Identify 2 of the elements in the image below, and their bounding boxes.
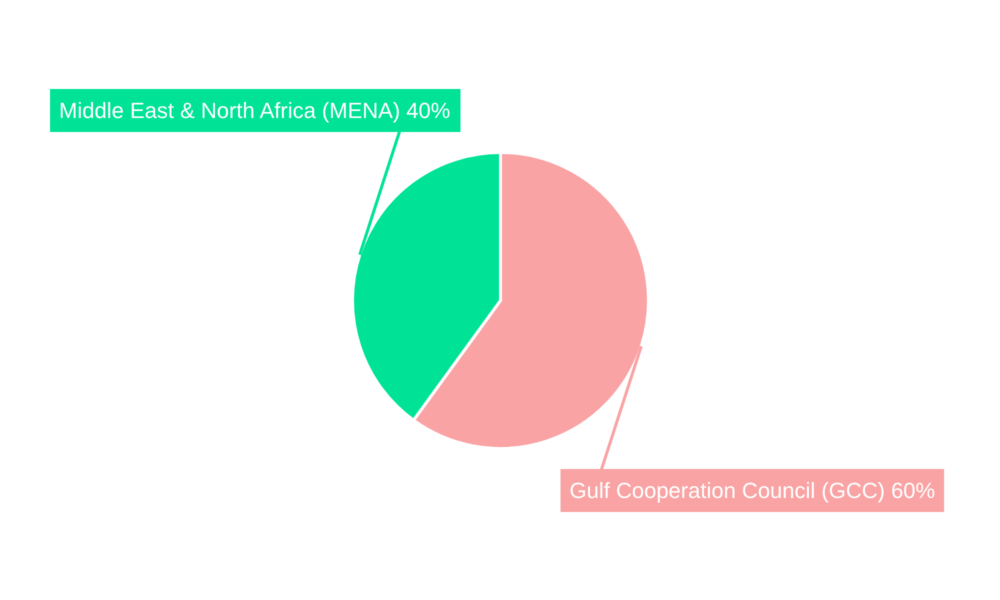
slice-label: Middle East & North Africa (MENA) 40% <box>59 98 450 123</box>
slice-label: Gulf Cooperation Council (GCC) 60% <box>570 478 936 503</box>
